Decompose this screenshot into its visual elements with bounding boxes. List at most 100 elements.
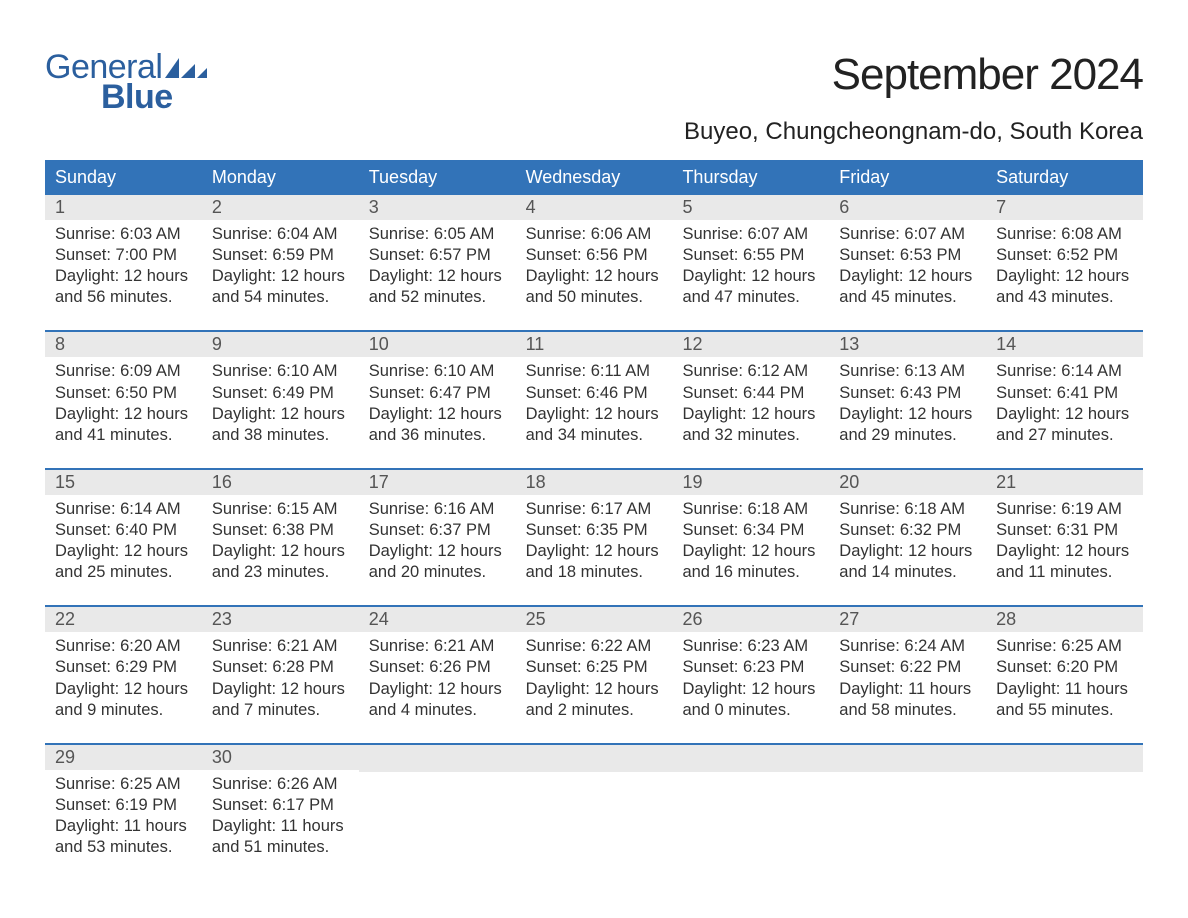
header-region: General Blue September 2024 Buyeo, Chung… xyxy=(45,50,1143,146)
day-number: 3 xyxy=(359,195,516,220)
daylight-text-1: Daylight: 12 hours xyxy=(682,679,821,700)
day-number: 8 xyxy=(45,332,202,357)
calendar-day-cell: 18Sunrise: 6:17 AMSunset: 6:35 PMDayligh… xyxy=(516,470,673,591)
day-number: 25 xyxy=(516,607,673,632)
calendar-header-row: Sunday Monday Tuesday Wednesday Thursday… xyxy=(45,160,1143,195)
calendar-day-cell: 14Sunrise: 6:14 AMSunset: 6:41 PMDayligh… xyxy=(986,332,1143,453)
sunrise-text: Sunrise: 6:19 AM xyxy=(996,499,1135,520)
daylight-text-1: Daylight: 12 hours xyxy=(682,266,821,287)
daylight-text-2: and 18 minutes. xyxy=(526,562,665,583)
daylight-text-1: Daylight: 11 hours xyxy=(839,679,978,700)
daylight-text-1: Daylight: 12 hours xyxy=(839,541,978,562)
daylight-text-1: Daylight: 12 hours xyxy=(212,679,351,700)
col-header-monday: Monday xyxy=(202,160,359,195)
calendar-day-cell: 10Sunrise: 6:10 AMSunset: 6:47 PMDayligh… xyxy=(359,332,516,453)
sunset-text: Sunset: 6:26 PM xyxy=(369,657,508,678)
day-number: 10 xyxy=(359,332,516,357)
daylight-text-2: and 43 minutes. xyxy=(996,287,1135,308)
calendar-day-cell: 25Sunrise: 6:22 AMSunset: 6:25 PMDayligh… xyxy=(516,607,673,728)
daylight-text-2: and 14 minutes. xyxy=(839,562,978,583)
daylight-text-1: Daylight: 11 hours xyxy=(212,816,351,837)
empty-day-bar xyxy=(672,745,829,772)
calendar-day-cell: 12Sunrise: 6:12 AMSunset: 6:44 PMDayligh… xyxy=(672,332,829,453)
calendar-day-cell: 9Sunrise: 6:10 AMSunset: 6:49 PMDaylight… xyxy=(202,332,359,453)
sunset-text: Sunset: 6:29 PM xyxy=(55,657,194,678)
col-header-wednesday: Wednesday xyxy=(516,160,673,195)
sunset-text: Sunset: 6:52 PM xyxy=(996,245,1135,266)
sunrise-text: Sunrise: 6:09 AM xyxy=(55,361,194,382)
sunrise-text: Sunrise: 6:04 AM xyxy=(212,224,351,245)
sunset-text: Sunset: 6:25 PM xyxy=(526,657,665,678)
daylight-text-2: and 7 minutes. xyxy=(212,700,351,721)
sunset-text: Sunset: 6:28 PM xyxy=(212,657,351,678)
day-details: Sunrise: 6:20 AMSunset: 6:29 PMDaylight:… xyxy=(45,632,202,720)
day-number: 29 xyxy=(45,745,202,770)
daylight-text-2: and 36 minutes. xyxy=(369,425,508,446)
day-details: Sunrise: 6:15 AMSunset: 6:38 PMDaylight:… xyxy=(202,495,359,583)
sunrise-text: Sunrise: 6:17 AM xyxy=(526,499,665,520)
daylight-text-1: Daylight: 11 hours xyxy=(996,679,1135,700)
calendar-day-cell: 3Sunrise: 6:05 AMSunset: 6:57 PMDaylight… xyxy=(359,195,516,316)
calendar-day-cell xyxy=(986,745,1143,866)
daylight-text-1: Daylight: 12 hours xyxy=(996,404,1135,425)
daylight-text-1: Daylight: 12 hours xyxy=(212,266,351,287)
day-number: 6 xyxy=(829,195,986,220)
daylight-text-1: Daylight: 12 hours xyxy=(526,266,665,287)
daylight-text-2: and 47 minutes. xyxy=(682,287,821,308)
day-details: Sunrise: 6:18 AMSunset: 6:32 PMDaylight:… xyxy=(829,495,986,583)
sunset-text: Sunset: 6:47 PM xyxy=(369,383,508,404)
day-details: Sunrise: 6:19 AMSunset: 6:31 PMDaylight:… xyxy=(986,495,1143,583)
daylight-text-2: and 4 minutes. xyxy=(369,700,508,721)
daylight-text-2: and 0 minutes. xyxy=(682,700,821,721)
day-details: Sunrise: 6:13 AMSunset: 6:43 PMDaylight:… xyxy=(829,357,986,445)
calendar-week-row: 1Sunrise: 6:03 AMSunset: 7:00 PMDaylight… xyxy=(45,195,1143,316)
daylight-text-2: and 54 minutes. xyxy=(212,287,351,308)
calendar-day-cell: 28Sunrise: 6:25 AMSunset: 6:20 PMDayligh… xyxy=(986,607,1143,728)
sunset-text: Sunset: 6:43 PM xyxy=(839,383,978,404)
sunrise-text: Sunrise: 6:14 AM xyxy=(55,499,194,520)
calendar-day-cell xyxy=(672,745,829,866)
calendar-week-row: 29Sunrise: 6:25 AMSunset: 6:19 PMDayligh… xyxy=(45,743,1143,866)
sunset-text: Sunset: 6:34 PM xyxy=(682,520,821,541)
calendar-day-cell: 4Sunrise: 6:06 AMSunset: 6:56 PMDaylight… xyxy=(516,195,673,316)
day-details: Sunrise: 6:03 AMSunset: 7:00 PMDaylight:… xyxy=(45,220,202,308)
sunrise-text: Sunrise: 6:24 AM xyxy=(839,636,978,657)
daylight-text-2: and 11 minutes. xyxy=(996,562,1135,583)
sunrise-text: Sunrise: 6:18 AM xyxy=(839,499,978,520)
day-details: Sunrise: 6:25 AMSunset: 6:20 PMDaylight:… xyxy=(986,632,1143,720)
day-details: Sunrise: 6:11 AMSunset: 6:46 PMDaylight:… xyxy=(516,357,673,445)
calendar-day-cell: 26Sunrise: 6:23 AMSunset: 6:23 PMDayligh… xyxy=(672,607,829,728)
calendar-week-row: 22Sunrise: 6:20 AMSunset: 6:29 PMDayligh… xyxy=(45,605,1143,728)
daylight-text-1: Daylight: 12 hours xyxy=(369,266,508,287)
day-number: 14 xyxy=(986,332,1143,357)
sunrise-text: Sunrise: 6:05 AM xyxy=(369,224,508,245)
sunrise-text: Sunrise: 6:18 AM xyxy=(682,499,821,520)
sunrise-text: Sunrise: 6:16 AM xyxy=(369,499,508,520)
sunset-text: Sunset: 6:57 PM xyxy=(369,245,508,266)
daylight-text-1: Daylight: 12 hours xyxy=(212,541,351,562)
sunset-text: Sunset: 6:44 PM xyxy=(682,383,821,404)
day-number: 27 xyxy=(829,607,986,632)
col-header-saturday: Saturday xyxy=(986,160,1143,195)
sunset-text: Sunset: 6:56 PM xyxy=(526,245,665,266)
sunrise-text: Sunrise: 6:08 AM xyxy=(996,224,1135,245)
sunset-text: Sunset: 6:59 PM xyxy=(212,245,351,266)
daylight-text-2: and 50 minutes. xyxy=(526,287,665,308)
daylight-text-1: Daylight: 12 hours xyxy=(369,541,508,562)
calendar-day-cell: 13Sunrise: 6:13 AMSunset: 6:43 PMDayligh… xyxy=(829,332,986,453)
empty-day-bar xyxy=(829,745,986,772)
sunset-text: Sunset: 6:20 PM xyxy=(996,657,1135,678)
calendar-week-row: 8Sunrise: 6:09 AMSunset: 6:50 PMDaylight… xyxy=(45,330,1143,453)
day-number: 24 xyxy=(359,607,516,632)
calendar-day-cell: 30Sunrise: 6:26 AMSunset: 6:17 PMDayligh… xyxy=(202,745,359,866)
day-details: Sunrise: 6:05 AMSunset: 6:57 PMDaylight:… xyxy=(359,220,516,308)
calendar-day-cell xyxy=(829,745,986,866)
day-details: Sunrise: 6:10 AMSunset: 6:47 PMDaylight:… xyxy=(359,357,516,445)
day-number: 28 xyxy=(986,607,1143,632)
daylight-text-1: Daylight: 12 hours xyxy=(682,404,821,425)
calendar-day-cell: 2Sunrise: 6:04 AMSunset: 6:59 PMDaylight… xyxy=(202,195,359,316)
daylight-text-2: and 41 minutes. xyxy=(55,425,194,446)
brand-word-2: Blue xyxy=(101,80,207,114)
day-number: 22 xyxy=(45,607,202,632)
sunrise-text: Sunrise: 6:10 AM xyxy=(212,361,351,382)
